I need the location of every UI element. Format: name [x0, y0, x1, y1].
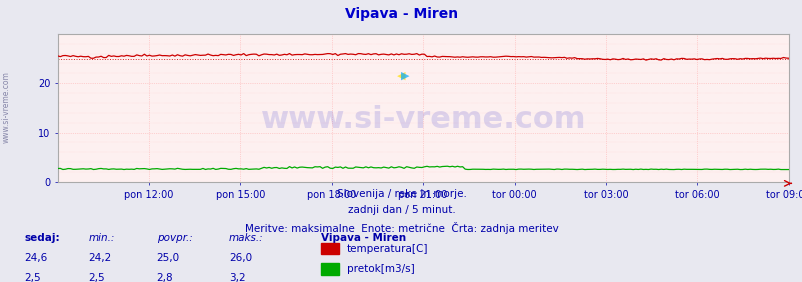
Text: maks.:: maks.:: [229, 233, 263, 243]
Text: zadnji dan / 5 minut.: zadnji dan / 5 minut.: [347, 205, 455, 215]
Text: temperatura[C]: temperatura[C]: [346, 244, 427, 254]
Text: 3,2: 3,2: [229, 273, 245, 282]
Text: Vipava - Miren: Vipava - Miren: [345, 7, 457, 21]
Text: 24,2: 24,2: [88, 253, 111, 263]
Text: 2,5: 2,5: [88, 273, 105, 282]
Text: sedaj:: sedaj:: [24, 233, 59, 243]
Text: 26,0: 26,0: [229, 253, 252, 263]
Text: Vipava - Miren: Vipava - Miren: [321, 233, 406, 243]
Text: ◀: ◀: [396, 70, 405, 80]
Text: min.:: min.:: [88, 233, 115, 243]
Text: pretok[m3/s]: pretok[m3/s]: [346, 264, 414, 274]
Text: Slovenija / reke in morje.: Slovenija / reke in morje.: [336, 189, 466, 199]
Text: povpr.:: povpr.:: [156, 233, 192, 243]
Text: Meritve: maksimalne  Enote: metrične  Črta: zadnja meritev: Meritve: maksimalne Enote: metrične Črta…: [245, 222, 557, 234]
Text: ▶: ▶: [400, 70, 409, 80]
Text: www.si-vreme.com: www.si-vreme.com: [2, 71, 11, 143]
Text: 2,5: 2,5: [24, 273, 41, 282]
Text: 25,0: 25,0: [156, 253, 180, 263]
Text: 24,6: 24,6: [24, 253, 47, 263]
Text: www.si-vreme.com: www.si-vreme.com: [260, 105, 585, 134]
Text: 2,8: 2,8: [156, 273, 173, 282]
